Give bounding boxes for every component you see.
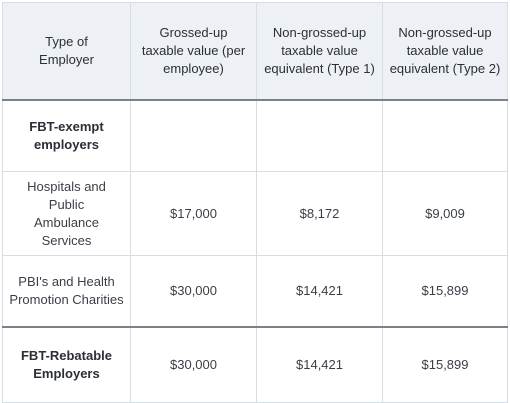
header-grossed-up-value: Grossed-up taxable value (per employee) xyxy=(130,2,257,101)
cell-type2: $15,899 xyxy=(382,326,508,403)
row-label-text: Hospitals and Public Ambulance Services xyxy=(27,178,106,248)
table-row: PBI's and Health Promotion Charities $30… xyxy=(2,255,508,328)
table-row: FBT-Rebatable Employers $30,000 $14,421 … xyxy=(2,326,508,403)
table-header-row: Type of Employer Grossed-up taxable valu… xyxy=(2,2,508,101)
header-type1-value: Non-grossed-up taxable value equivalent … xyxy=(256,2,383,101)
header-type-of-employer-label: Type of Employer xyxy=(39,34,94,67)
row-label-text: FBT-exempt employers xyxy=(29,119,104,152)
header-type2-value-label: Non-grossed-up taxable value equivalent … xyxy=(389,25,501,76)
header-type-of-employer: Type of Employer xyxy=(2,2,131,101)
cell-grossed-up: $30,000 xyxy=(130,326,257,403)
table-row: FBT-exempt employers xyxy=(2,99,508,172)
cell-type1: $14,421 xyxy=(256,326,383,403)
row-label-fbt-rebatable: FBT-Rebatable Employers xyxy=(2,326,131,403)
cell-type1 xyxy=(256,99,383,172)
cell-grossed-up xyxy=(130,99,257,172)
row-label-text: PBI's and Health Promotion Charities xyxy=(9,274,124,307)
cell-type2 xyxy=(382,99,508,172)
header-grossed-up-value-label: Grossed-up taxable value (per employee) xyxy=(141,25,246,76)
row-label-pbi: PBI's and Health Promotion Charities xyxy=(2,255,131,328)
row-label-fbt-exempt: FBT-exempt employers xyxy=(2,99,131,172)
row-label-text: FBT-Rebatable Employers xyxy=(20,348,112,381)
cell-type1: $14,421 xyxy=(256,255,383,328)
table-row: Hospitals and Public Ambulance Services … xyxy=(2,171,508,256)
header-type1-value-label: Non-grossed-up taxable value equivalent … xyxy=(264,25,375,76)
cell-grossed-up: $30,000 xyxy=(130,255,257,328)
cell-grossed-up: $17,000 xyxy=(130,171,257,256)
cell-type2: $9,009 xyxy=(382,171,508,256)
cell-type2: $15,899 xyxy=(382,255,508,328)
row-label-hospitals: Hospitals and Public Ambulance Services xyxy=(2,171,131,256)
header-type2-value: Non-grossed-up taxable value equivalent … xyxy=(382,2,508,101)
cell-type1: $8,172 xyxy=(256,171,383,256)
